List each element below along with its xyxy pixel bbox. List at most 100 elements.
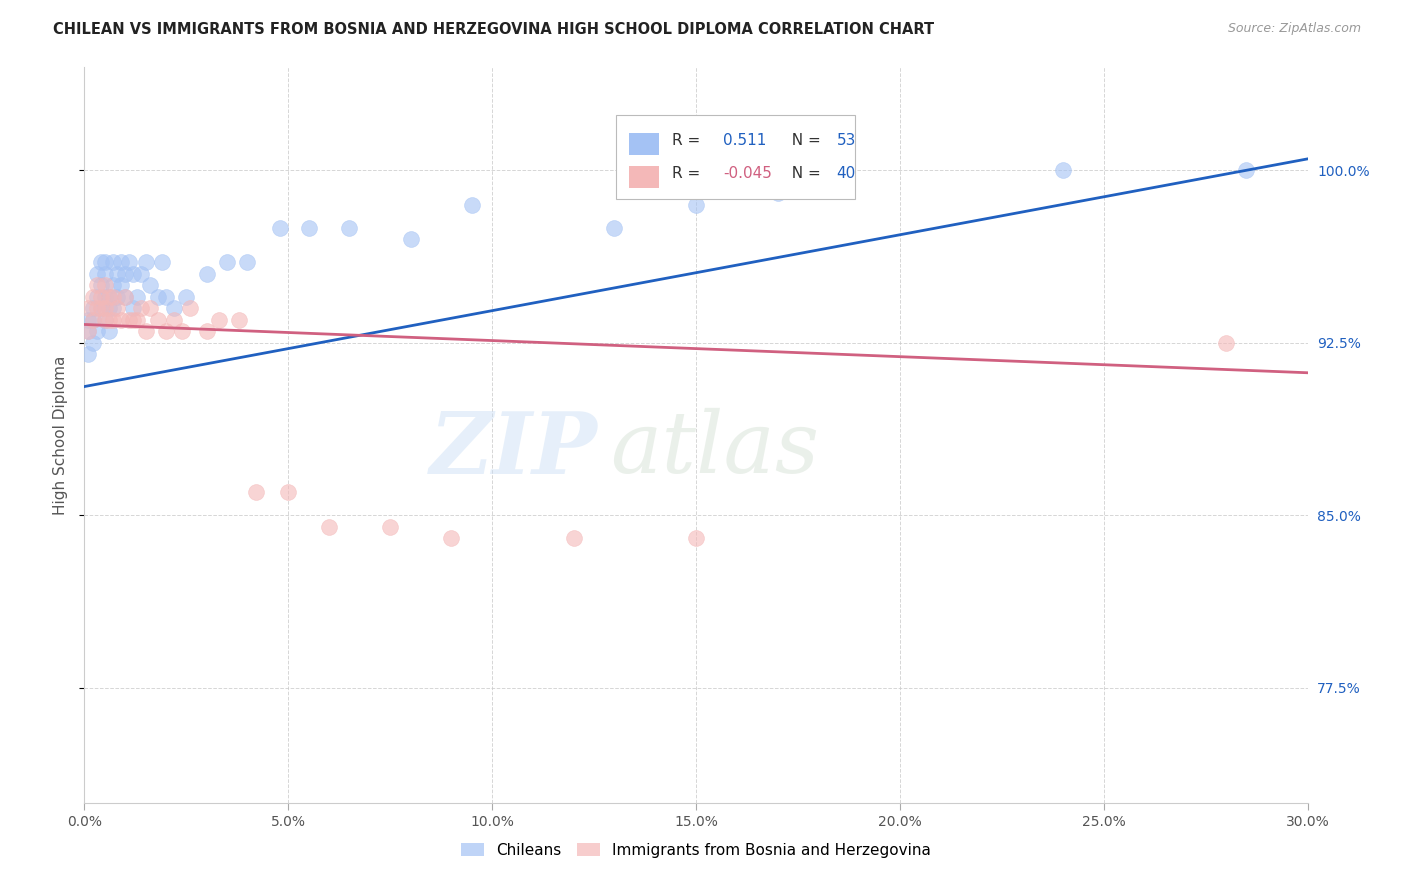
Point [195, 324, 218, 338]
Point [685, 198, 707, 212]
Y-axis label: High School Diploma: High School Diploma [53, 355, 69, 515]
Point [114, 267, 136, 281]
FancyBboxPatch shape [616, 115, 855, 199]
Point [82, 313, 104, 327]
Point [118, 313, 141, 327]
Text: -0.045: -0.045 [723, 166, 772, 181]
Point [174, 290, 197, 304]
Point [118, 255, 141, 269]
Legend: Chileans, Immigrants from Bosnia and Herzegovina: Chileans, Immigrants from Bosnia and Her… [461, 843, 931, 858]
Point [146, 313, 169, 327]
Point [93, 255, 115, 269]
Point [138, 301, 160, 316]
Point [131, 301, 153, 316]
Text: 53: 53 [837, 133, 856, 148]
Point [97, 290, 120, 304]
Text: 0.511: 0.511 [723, 133, 766, 148]
Point [339, 220, 361, 235]
Point [77, 301, 100, 316]
Point [93, 290, 115, 304]
Text: CHILEAN VS IMMIGRANTS FROM BOSNIA AND HERZEGOVINA HIGH SCHOOL DIPLOMA CORRELATIO: CHILEAN VS IMMIGRANTS FROM BOSNIA AND HE… [53, 22, 935, 37]
Point [77, 347, 100, 361]
Point [101, 255, 124, 269]
Point [82, 301, 104, 316]
Point [86, 267, 108, 281]
Point [90, 290, 112, 304]
Point [135, 324, 157, 338]
Point [97, 301, 120, 316]
Point [110, 255, 132, 269]
Point [1236, 163, 1258, 178]
Point [195, 267, 218, 281]
Text: N =: N = [782, 166, 825, 181]
Point [298, 220, 321, 235]
Point [77, 324, 100, 338]
Point [93, 313, 115, 327]
Text: R =: R = [672, 166, 710, 181]
Point [114, 290, 136, 304]
Point [93, 301, 115, 316]
Point [150, 255, 173, 269]
Point [105, 267, 128, 281]
Point [82, 335, 104, 350]
Point [93, 267, 115, 281]
Point [110, 278, 132, 293]
Point [1052, 163, 1074, 178]
Point [101, 313, 124, 327]
Point [97, 313, 120, 327]
Point [93, 313, 115, 327]
Point [236, 255, 259, 269]
Point [766, 186, 789, 201]
Point [86, 324, 108, 338]
Point [127, 290, 149, 304]
Point [86, 290, 108, 304]
Point [93, 278, 115, 293]
Point [90, 278, 112, 293]
Point [155, 290, 177, 304]
Point [77, 324, 100, 338]
Point [131, 267, 153, 281]
Point [122, 267, 145, 281]
Point [114, 290, 136, 304]
Point [86, 301, 108, 316]
Text: N =: N = [782, 133, 825, 148]
Point [179, 301, 201, 316]
Text: atlas: atlas [610, 409, 820, 491]
Point [562, 532, 585, 546]
Point [90, 301, 112, 316]
Point [105, 301, 128, 316]
Point [685, 532, 707, 546]
Point [127, 313, 149, 327]
Point [217, 255, 239, 269]
Point [90, 255, 112, 269]
Text: ZIP: ZIP [430, 408, 598, 491]
Point [380, 520, 402, 534]
Point [163, 313, 186, 327]
Point [138, 278, 160, 293]
FancyBboxPatch shape [628, 133, 659, 155]
Point [101, 301, 124, 316]
Point [155, 324, 177, 338]
Point [228, 313, 250, 327]
Point [208, 313, 231, 327]
Point [101, 278, 124, 293]
Point [86, 278, 108, 293]
Point [399, 232, 422, 246]
Point [122, 301, 145, 316]
Text: R =: R = [672, 133, 710, 148]
Point [603, 220, 626, 235]
Point [97, 290, 120, 304]
Point [163, 301, 186, 316]
Point [277, 485, 299, 500]
Point [269, 220, 291, 235]
Point [122, 313, 145, 327]
Point [146, 290, 169, 304]
Point [245, 485, 267, 500]
Point [461, 198, 484, 212]
Text: Source: ZipAtlas.com: Source: ZipAtlas.com [1227, 22, 1361, 36]
Point [97, 324, 120, 338]
Text: 40: 40 [837, 166, 856, 181]
Point [318, 520, 340, 534]
FancyBboxPatch shape [628, 166, 659, 188]
Point [440, 532, 463, 546]
